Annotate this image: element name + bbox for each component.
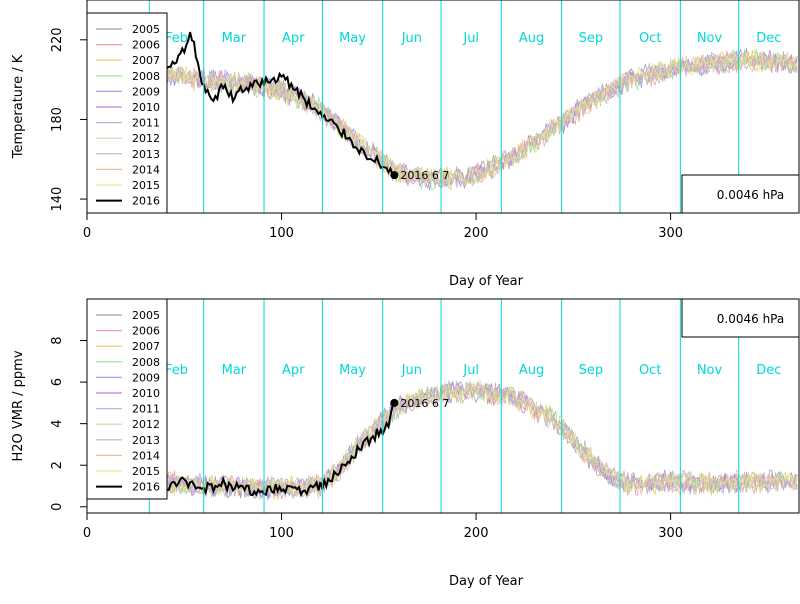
h2o-axes: 0 100 200 300 0 2 4 6 8	[50, 298, 800, 541]
legend-label-2015: 2015	[132, 179, 160, 192]
legend-label-2008: 2008	[132, 70, 160, 83]
legend-label-2007: 2007	[132, 54, 160, 67]
temperature-x-axis-label: Day of Year	[449, 274, 524, 289]
temperature-y-axis-label: Temperature / K	[11, 54, 26, 159]
h2o-annotation-label: 2016 6 7	[400, 397, 449, 410]
month-label-jul: Jul	[462, 31, 479, 46]
month-label-jun: Jun	[401, 363, 422, 378]
month-label-feb: Feb	[165, 363, 188, 378]
legend-label-2010: 2010	[132, 387, 160, 400]
legend-label-2008: 2008	[132, 356, 160, 369]
legend-label-2012: 2012	[132, 132, 160, 145]
h2o-x-tick-label: 0	[83, 526, 91, 541]
h2o-y-tick-label: 6	[50, 378, 65, 386]
series-line-2013	[88, 50, 798, 187]
temperature-x-tick-label: 300	[658, 226, 683, 241]
temperature-x-tick-label: 200	[464, 226, 489, 241]
month-label-sep: Sep	[579, 31, 604, 46]
month-label-mar: Mar	[222, 31, 247, 46]
month-label-jun: Jun	[401, 31, 422, 46]
h2o-y-tick-label: 4	[50, 420, 65, 428]
temperature-annotation-label: 2016 6 7	[400, 169, 449, 182]
legend-label-2013: 2013	[132, 148, 160, 161]
month-label-dec: Dec	[756, 31, 781, 46]
temperature-pressure-label: 0.0046 hPa	[717, 188, 784, 202]
temperature-legend: 2005 2006 2007 2008 2009 2010 2011 2012 2013 2014…	[86, 12, 168, 214]
series-line-2015	[88, 48, 798, 189]
h2o-x-tick-label: 200	[464, 526, 489, 541]
legend-label-2013: 2013	[132, 434, 160, 447]
month-label-may: May	[339, 31, 366, 46]
h2o-pressure-label: 0.0046 hPa	[717, 312, 784, 326]
h2o-y-tick-label: 8	[50, 336, 65, 344]
legend-label-2016: 2016	[132, 481, 160, 494]
h2o-pressure-box: 0.0046 hPa	[681, 298, 800, 338]
h2o-x-axis-label: Day of Year	[449, 574, 524, 589]
legend-label-2009: 2009	[132, 371, 160, 384]
month-label-jul: Jul	[462, 363, 479, 378]
legend-label-2014: 2014	[132, 449, 160, 462]
month-label-aug: Aug	[519, 31, 544, 46]
month-label-oct: Oct	[639, 31, 661, 46]
legend-label-2007: 2007	[132, 340, 160, 353]
h2o-y-tick-label: 0	[50, 503, 65, 511]
legend-label-2015: 2015	[132, 465, 160, 478]
temperature-x-tick-label: 100	[269, 226, 294, 241]
legend-label-2014: 2014	[132, 163, 160, 176]
h2o-x-tick-label: 300	[658, 526, 683, 541]
h2o-legend-box	[86, 298, 168, 500]
month-label-oct: Oct	[639, 363, 661, 378]
month-label-apr: Apr	[282, 363, 305, 378]
legend-label-2012: 2012	[132, 418, 160, 431]
temperature-panel: Feb Mar Apr May Jun Jul Aug Sep Oct Nov Dec 0 100 20…	[11, 0, 800, 289]
h2o-y-tick-label: 2	[50, 461, 65, 469]
temperature-pressure-box: 0.0046 hPa	[681, 174, 800, 214]
temperature-y-tick-label: 180	[50, 107, 65, 132]
legend-label-2011: 2011	[132, 117, 160, 130]
month-label-mar: Mar	[222, 363, 247, 378]
legend-label-2006: 2006	[132, 39, 160, 52]
legend-label-2011: 2011	[132, 403, 160, 416]
month-label-aug: Aug	[519, 363, 544, 378]
h2o-annotation-marker	[390, 398, 399, 407]
legend-label-2005: 2005	[132, 23, 160, 36]
legend-label-2006: 2006	[132, 325, 160, 338]
month-label-dec: Dec	[756, 363, 781, 378]
temperature-y-tick-label: 220	[50, 27, 65, 52]
month-label-nov: Nov	[697, 363, 723, 378]
h2o-x-tick-label: 100	[269, 526, 294, 541]
month-label-nov: Nov	[697, 31, 723, 46]
legend-label-2016: 2016	[132, 195, 160, 208]
legend-label-2009: 2009	[132, 85, 160, 98]
temperature-y-tick-label: 140	[50, 187, 65, 212]
temperature-lines-layer	[88, 31, 798, 192]
month-label-sep: Sep	[579, 363, 604, 378]
temperature-annotation-marker	[390, 171, 399, 180]
series-line-2014	[88, 51, 798, 188]
legend-label-2005: 2005	[132, 309, 160, 322]
month-label-apr: Apr	[282, 31, 305, 46]
legend-label-2010: 2010	[132, 101, 160, 114]
temperature-axes: 0 100 200 300 140 180 220	[50, 0, 800, 241]
h2o-panel: Feb Mar Apr May Jun Jul Aug Sep Oct Nov Dec 0 100 20…	[11, 298, 800, 589]
h2o-pressure-box-frame	[681, 298, 800, 338]
month-label-may: May	[339, 363, 366, 378]
temperature-x-tick-label: 0	[83, 226, 91, 241]
temperature-legend-box	[86, 12, 168, 214]
temperature-pressure-box-frame	[681, 174, 800, 214]
h2o-y-axis-label: H2O VMR / ppmv	[11, 350, 26, 461]
h2o-legend: 2005 2006 2007 2008 2009 2010 2011 2012 2013 2014…	[86, 298, 168, 500]
month-label-feb: Feb	[165, 31, 188, 46]
